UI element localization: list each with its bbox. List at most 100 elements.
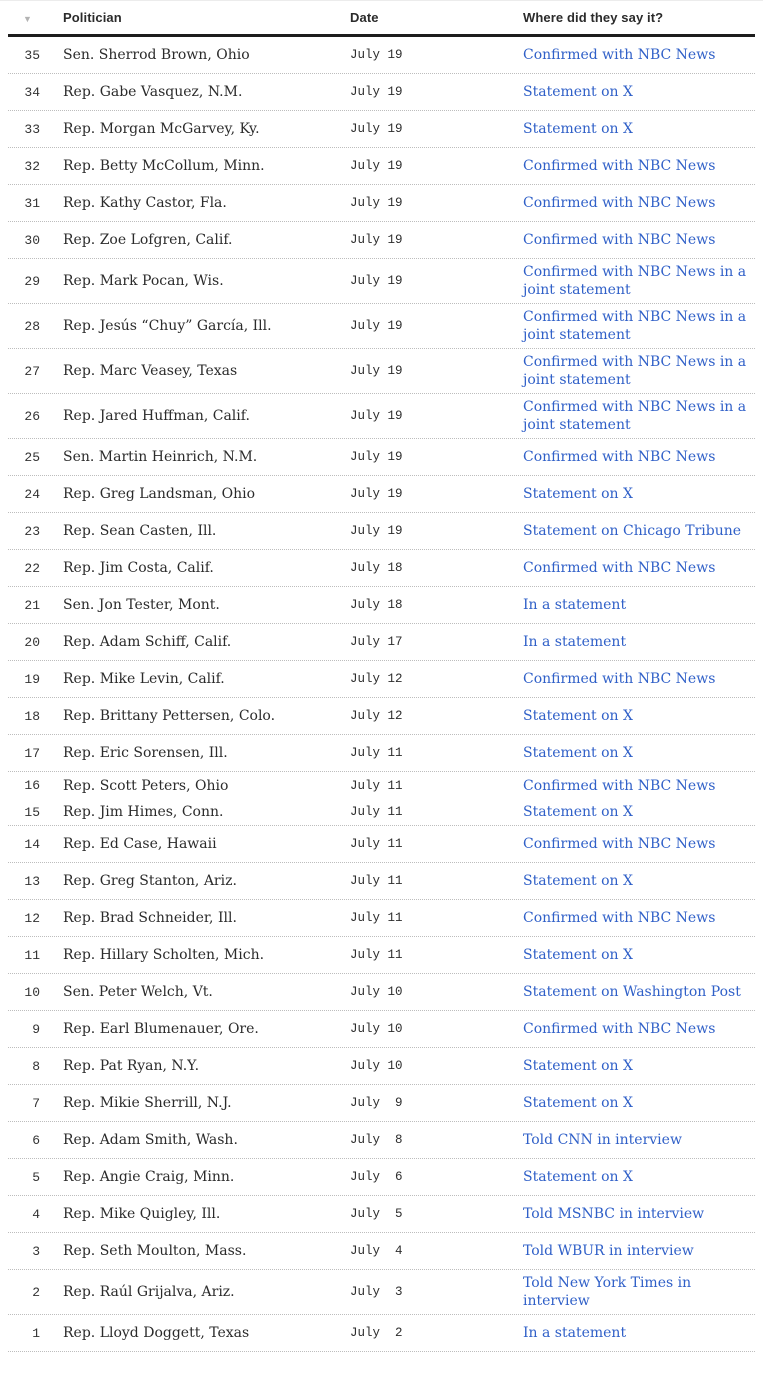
- statement-date: July 17: [350, 635, 403, 649]
- politician-name: Rep. Scott Peters, Ohio: [63, 777, 229, 794]
- row-number: 12: [24, 910, 40, 926]
- statement-date: July 19: [350, 364, 403, 378]
- table-row: 28 Rep. Jesús “Chuy” García, Ill. July 1…: [8, 304, 755, 349]
- statement-date: July 11: [350, 837, 403, 851]
- table-row: 13 Rep. Greg Stanton, Ariz. July 11 Stat…: [8, 863, 755, 900]
- table-row: 8 Rep. Pat Ryan, N.Y. July 10 Statement …: [8, 1048, 755, 1085]
- politician-name: Rep. Mike Levin, Calif.: [63, 671, 225, 687]
- table-row: 3 Rep. Seth Moulton, Mass. July 4 Told W…: [8, 1233, 755, 1270]
- source-cell: Confirmed with NBC News: [523, 835, 755, 853]
- row-number: 17: [24, 745, 40, 761]
- source-link[interactable]: Statement on X: [523, 1058, 633, 1074]
- source-cell: In a statement: [523, 633, 755, 651]
- row-number: 7: [32, 1095, 40, 1111]
- sort-descending-icon[interactable]: ▼: [22, 14, 32, 24]
- row-number: 32: [24, 158, 40, 174]
- source-link[interactable]: Told New York Times in interview: [523, 1275, 692, 1309]
- source-link[interactable]: In a statement: [523, 597, 627, 613]
- source-link[interactable]: Confirmed with NBC News: [523, 449, 716, 465]
- politician-name: Rep. Jesús “Chuy” García, Ill.: [63, 318, 272, 334]
- row-number: 24: [24, 486, 40, 502]
- politician-name: Rep. Jim Himes, Conn.: [63, 804, 224, 820]
- source-link[interactable]: Statement on X: [523, 804, 633, 820]
- source-link[interactable]: Confirmed with NBC News in a joint state…: [523, 399, 747, 433]
- source-link[interactable]: Confirmed with NBC News: [523, 671, 716, 687]
- source-cell: In a statement: [523, 596, 755, 614]
- politician-name: Rep. Mikie Sherrill, N.J.: [63, 1095, 232, 1111]
- source-link[interactable]: Told MSNBC in interview: [523, 1206, 705, 1222]
- source-link[interactable]: Statement on X: [523, 1095, 633, 1111]
- politician-name: Rep. Hillary Scholten, Mich.: [63, 947, 265, 963]
- source-link[interactable]: Confirmed with NBC News: [523, 836, 716, 852]
- statement-date: July 5: [350, 1207, 403, 1221]
- politician-name: Rep. Eric Sorensen, Ill.: [63, 745, 228, 761]
- politician-name: Sen. Peter Welch, Vt.: [63, 984, 213, 1000]
- row-number: 15: [24, 804, 40, 820]
- source-link[interactable]: Confirmed with NBC News in a joint state…: [523, 309, 747, 343]
- source-link[interactable]: In a statement: [523, 1325, 627, 1341]
- source-link[interactable]: Statement on X: [523, 84, 633, 100]
- politician-name: Rep. Mark Pocan, Wis.: [63, 273, 224, 289]
- source-cell: Confirmed with NBC News: [523, 157, 755, 175]
- table-row: 34 Rep. Gabe Vasquez, N.M. July 19 State…: [8, 74, 755, 111]
- statement-date: July 19: [350, 487, 403, 501]
- statement-date: July 10: [350, 1059, 403, 1073]
- statement-date: July 19: [350, 122, 403, 136]
- source-link[interactable]: Statement on X: [523, 486, 633, 502]
- source-link[interactable]: Confirmed with NBC News: [523, 777, 716, 794]
- source-link[interactable]: In a statement: [523, 634, 627, 650]
- statement-date: July 18: [350, 561, 403, 575]
- politician-name: Rep. Jared Huffman, Calif.: [63, 408, 250, 424]
- source-link[interactable]: Confirmed with NBC News: [523, 158, 716, 174]
- table-row: 21 Sen. Jon Tester, Mont. July 18 In a s…: [8, 587, 755, 624]
- table-body: 35 Sen. Sherrod Brown, Ohio July 19 Conf…: [8, 37, 755, 1352]
- politician-name: Rep. Mike Quigley, Ill.: [63, 1206, 221, 1222]
- table-header-row: ▼ Politician Date Where did they say it?: [8, 1, 755, 37]
- source-cell: Statement on X: [523, 803, 755, 821]
- source-link[interactable]: Statement on Chicago Tribune: [523, 523, 742, 539]
- politician-name: Rep. Morgan McGarvey, Ky.: [63, 121, 260, 137]
- source-link[interactable]: Confirmed with NBC News: [523, 232, 716, 248]
- statement-date: July 11: [350, 874, 403, 888]
- source-link[interactable]: Confirmed with NBC News: [523, 47, 716, 63]
- politician-name: Rep. Adam Schiff, Calif.: [63, 634, 232, 650]
- source-link[interactable]: Statement on X: [523, 873, 633, 889]
- source-link[interactable]: Statement on X: [523, 121, 633, 137]
- table-row: 12 Rep. Brad Schneider, Ill. July 11 Con…: [8, 900, 755, 937]
- source-link[interactable]: Told CNN in interview: [523, 1132, 682, 1148]
- source-link[interactable]: Statement on X: [523, 708, 633, 724]
- table-row: 17 Rep. Eric Sorensen, Ill. July 11 Stat…: [8, 735, 755, 772]
- source-link[interactable]: Confirmed with NBC News: [523, 910, 716, 926]
- source-link[interactable]: Confirmed with NBC News: [523, 195, 716, 211]
- row-number: 34: [24, 84, 40, 100]
- politician-name: Rep. Seth Moulton, Mass.: [63, 1243, 247, 1259]
- row-number: 8: [32, 1058, 40, 1074]
- statement-date: July 19: [350, 48, 403, 62]
- table-row: 18 Rep. Brittany Pettersen, Colo. July 1…: [8, 698, 755, 735]
- source-cell: Told New York Times in interview: [523, 1274, 755, 1310]
- row-number: 6: [32, 1132, 40, 1148]
- source-cell: Confirmed with NBC News: [523, 559, 755, 577]
- source-link[interactable]: Told WBUR in interview: [523, 1243, 694, 1259]
- politician-name: Sen. Martin Heinrich, N.M.: [63, 449, 258, 465]
- politician-name: Rep. Lloyd Doggett, Texas: [63, 1325, 250, 1341]
- source-link[interactable]: Confirmed with NBC News: [523, 1021, 716, 1037]
- source-cell: Told MSNBC in interview: [523, 1205, 755, 1223]
- source-cell: Confirmed with NBC News: [523, 46, 755, 64]
- row-number: 28: [24, 318, 40, 334]
- statement-date: July 19: [350, 450, 403, 464]
- statement-date: July 19: [350, 196, 403, 210]
- source-link[interactable]: Confirmed with NBC News in a joint state…: [523, 354, 747, 388]
- source-cell: Confirmed with NBC News: [523, 448, 755, 466]
- source-link[interactable]: Statement on Washington Post: [523, 984, 741, 1000]
- source-link[interactable]: Confirmed with NBC News in a joint state…: [523, 264, 747, 298]
- source-cell: Confirmed with NBC News: [523, 670, 755, 688]
- source-link[interactable]: Statement on X: [523, 1169, 633, 1185]
- table-row: 10 Sen. Peter Welch, Vt. July 10 Stateme…: [8, 974, 755, 1011]
- source-link[interactable]: Statement on X: [523, 947, 633, 963]
- source-link[interactable]: Statement on X: [523, 745, 633, 761]
- row-number: 10: [24, 984, 40, 1000]
- source-link[interactable]: Confirmed with NBC News: [523, 560, 716, 576]
- politician-name: Rep. Ed Case, Hawaii: [63, 836, 217, 852]
- table-row: 31 Rep. Kathy Castor, Fla. July 19 Confi…: [8, 185, 755, 222]
